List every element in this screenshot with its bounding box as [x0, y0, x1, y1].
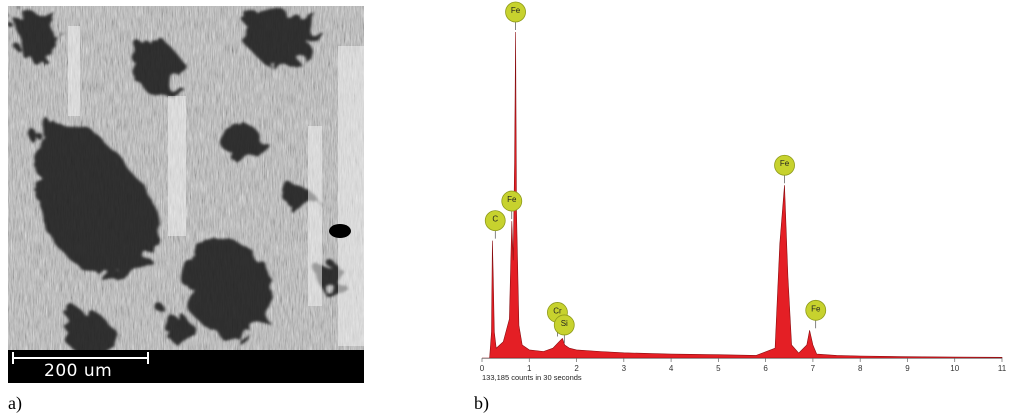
peak-marker-c: C — [484, 210, 506, 239]
x-tick-label: 10 — [950, 364, 959, 373]
peak-label: Fe — [811, 304, 821, 313]
scale-bar-line — [12, 357, 148, 359]
x-tick-label: 8 — [858, 364, 863, 373]
peak-label: Fe — [507, 195, 517, 204]
x-tick-label: 1 — [527, 364, 532, 373]
x-tick-label: 3 — [622, 364, 627, 373]
eds-chart: 0 1 2 3 4 5 6 7 8 9 10 11 C Fe Fe Cr Si Fe Fe 133,185 cou… — [480, 1, 1007, 382]
peak-marker-fe: Fe — [505, 1, 526, 30]
x-tick-label: 7 — [811, 364, 816, 373]
peak-marker-fe: Fe — [774, 154, 795, 184]
eds-spectrum: 0 1 2 3 4 5 6 7 8 9 10 11 C Fe Fe Cr Si Fe Fe 133,185 cou… — [474, 0, 1011, 390]
peak-marker-fe: Fe — [501, 190, 523, 220]
x-tick-label: 9 — [905, 364, 910, 373]
peak-label: Fe — [780, 159, 790, 168]
scale-bar-tick-left — [12, 352, 14, 364]
panel-b-label: b) — [474, 393, 489, 413]
peak-marker-fe: Fe — [805, 299, 827, 329]
sem-micrograph: 200 um — [8, 6, 364, 383]
x-tick-label: 0 — [480, 364, 485, 373]
scale-bar-label: 200 um — [44, 361, 113, 381]
x-tick-label: 2 — [574, 364, 579, 373]
panel-a-label: a) — [8, 393, 22, 413]
x-tick-label: 4 — [669, 364, 674, 373]
peak-label: Si — [561, 319, 568, 328]
x-tick-label: 11 — [998, 364, 1007, 373]
x-tick-label: 5 — [716, 364, 721, 373]
peak-label: Fe — [511, 6, 521, 15]
scale-bar: 200 um — [8, 350, 364, 383]
peak-marker-si: Si — [553, 314, 575, 343]
sem-image — [8, 6, 364, 383]
peak-label: Cr — [553, 306, 562, 315]
spectrum-area — [482, 31, 1003, 359]
peak-label: C — [492, 215, 498, 224]
counts-label: 133,185 counts in 30 seconds — [482, 373, 582, 382]
x-tick-label: 6 — [763, 364, 768, 373]
scale-bar-tick-right — [147, 352, 149, 364]
